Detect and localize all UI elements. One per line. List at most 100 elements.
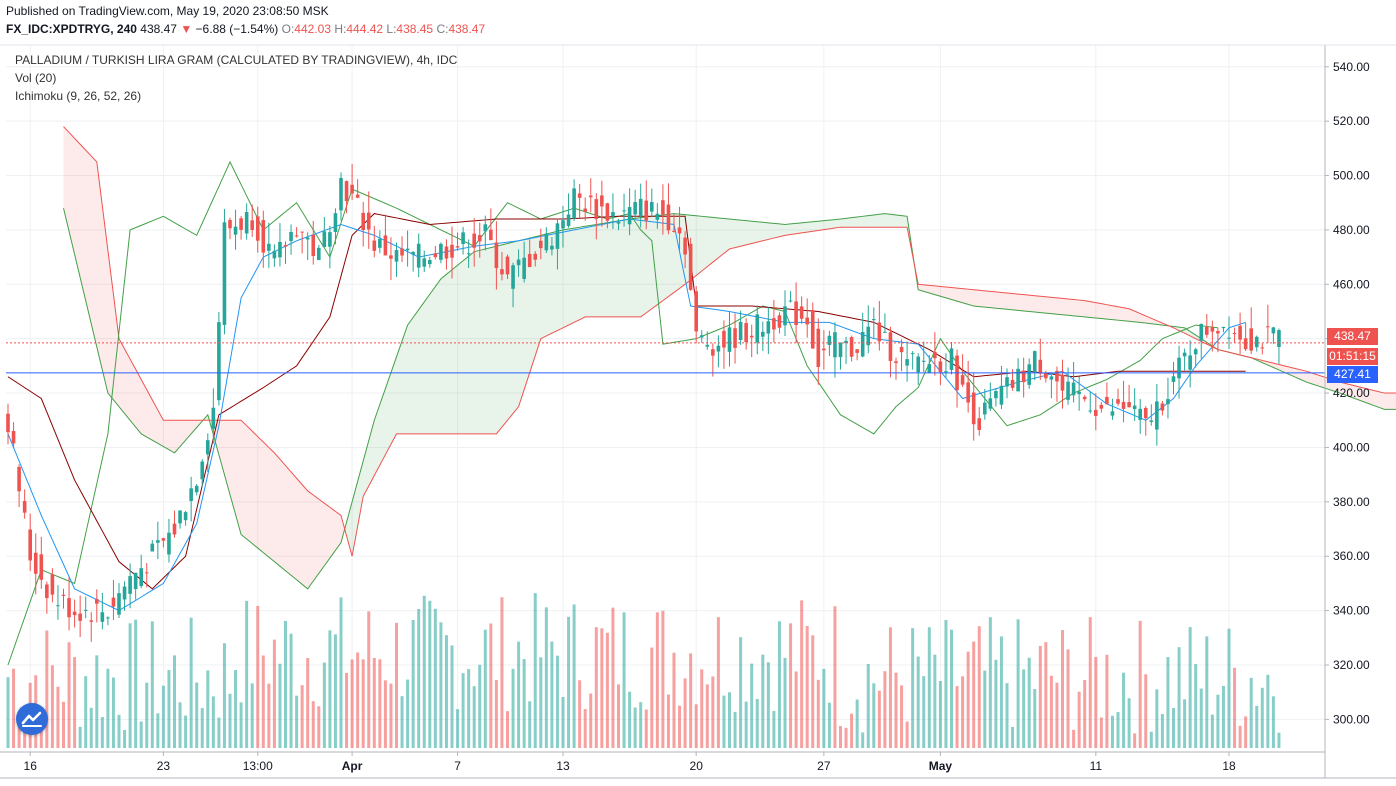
candle (1055, 366, 1059, 402)
ichimoku-legend[interactable]: Ichimoku (9, 26, 52, 26) (15, 89, 142, 103)
cloud-segment (729, 219, 736, 249)
candle-body (755, 314, 760, 343)
candle (366, 191, 371, 249)
cloud-segment (818, 220, 824, 231)
candle (466, 239, 471, 268)
cloud-segment (463, 256, 469, 434)
candle (489, 208, 493, 241)
candle (699, 330, 704, 343)
candle (1121, 380, 1126, 423)
volume-bar (1210, 714, 1214, 748)
change-value: −6.88 (−1.54%) (195, 22, 279, 36)
candle-body (872, 319, 876, 321)
volume-bar (433, 608, 437, 748)
volume-bar (67, 642, 71, 748)
cloud-segment (246, 425, 253, 544)
candle (1277, 328, 1281, 364)
volume-bar (633, 707, 637, 748)
candle (455, 232, 460, 251)
cloud-segment (374, 404, 380, 476)
cloud-segment (1012, 293, 1019, 311)
volume-bar (128, 623, 132, 748)
candle-body (167, 532, 171, 555)
volume-bar (478, 664, 482, 748)
x-tick-label: 23 (157, 759, 171, 773)
cloud-segment (968, 289, 974, 307)
volume-bar (916, 656, 920, 748)
cloud-segment (91, 156, 97, 347)
volume-legend[interactable]: Vol (20) (15, 71, 57, 85)
cloud-segment (1384, 393, 1390, 410)
candle (1271, 326, 1276, 344)
candle-body (650, 202, 654, 212)
tradingview-logo-icon[interactable] (16, 703, 48, 735)
candle (355, 179, 360, 199)
candle (200, 459, 205, 487)
candle (11, 422, 16, 449)
candle-body (1177, 357, 1181, 379)
cloud-segment (612, 220, 619, 317)
volume-bar (123, 729, 127, 748)
candle (89, 612, 94, 642)
candle-body (355, 194, 360, 198)
candle-body (1260, 347, 1265, 349)
cloud-segment (640, 216, 647, 317)
cloud-segment (635, 217, 641, 317)
candle-body (428, 260, 432, 265)
cloud-segment (1134, 311, 1141, 323)
cloud-segment (879, 213, 885, 228)
volume-bar (617, 684, 620, 748)
volume-bar (1155, 689, 1159, 748)
cloud-segment (191, 420, 197, 434)
candle (1227, 316, 1231, 349)
volume-bar (589, 693, 593, 748)
volume-bar (766, 662, 770, 748)
candle (172, 510, 177, 538)
volume-bar (839, 726, 842, 748)
volume-bar (1049, 675, 1053, 748)
candle-body (1166, 399, 1170, 405)
hline-price-tag: 427.41 (1327, 366, 1378, 383)
candle-body (1088, 410, 1093, 412)
candle-body (877, 322, 882, 342)
candle (722, 320, 726, 369)
cloud-segment (529, 236, 536, 373)
candle (766, 307, 771, 355)
cloud-segment (796, 222, 802, 234)
grid-lines (6, 45, 1325, 752)
candle-body (577, 193, 582, 198)
candle (450, 226, 454, 279)
candle-body (400, 248, 404, 256)
candle (150, 540, 155, 552)
cloud-segment (402, 325, 408, 434)
candle-body (611, 212, 615, 217)
volume-bar (816, 679, 820, 748)
candle-body (372, 240, 377, 251)
candle (494, 221, 499, 290)
candle-body (1010, 380, 1015, 388)
volume-bar (117, 714, 121, 748)
y-tick-label: 500.00 (1333, 169, 1370, 183)
volume-bars (6, 593, 1281, 748)
candle (139, 554, 143, 589)
cloud-segment (385, 372, 391, 455)
volume-bar (111, 677, 115, 748)
candle-body (772, 318, 776, 330)
candle-body (439, 243, 443, 260)
cloud-segment (812, 221, 819, 232)
candle-body (300, 231, 304, 233)
candle (772, 300, 776, 343)
cloud-segment (485, 247, 491, 434)
volume-bar (938, 680, 942, 748)
cloud-segment (1095, 302, 1102, 319)
candle (194, 484, 199, 496)
quote-line: FX_IDC:XPDTRYG, 240 438.47 ▼ −6.88 (−1.5… (6, 22, 485, 36)
candle (133, 572, 138, 600)
x-tick-label: 20 (690, 759, 704, 773)
candle (422, 250, 427, 273)
candle (244, 203, 249, 240)
cloud-segment (1112, 305, 1118, 321)
volume-bar (461, 673, 465, 748)
cloud-segment (313, 495, 319, 582)
